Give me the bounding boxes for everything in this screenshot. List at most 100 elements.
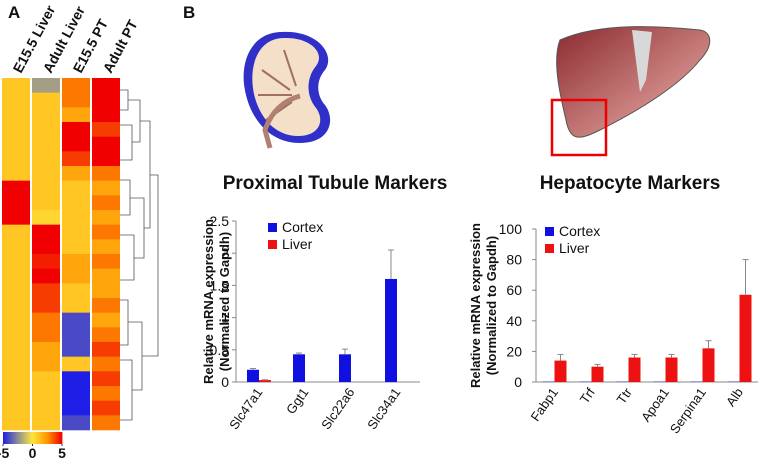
heatmap-cell bbox=[32, 107, 60, 123]
heatmap-cell bbox=[92, 298, 120, 313]
panel-label: A bbox=[8, 3, 20, 22]
colorbar-segment bbox=[57, 432, 60, 444]
heatmap-cell bbox=[92, 400, 120, 416]
y-axis-label: Relative mRNA expression(Normalized to G… bbox=[468, 223, 499, 388]
bar bbox=[591, 366, 604, 382]
heatmap-cell bbox=[32, 195, 60, 211]
heatmap-cell bbox=[2, 283, 30, 299]
heatmap-cell bbox=[62, 195, 90, 211]
heatmap-cell bbox=[62, 327, 90, 343]
x-tick-label: Ttr bbox=[614, 385, 636, 407]
colorbar-segment bbox=[53, 432, 56, 444]
y-tick-label: 1 bbox=[221, 310, 229, 326]
heatmap-cell bbox=[62, 356, 90, 372]
heatmap-cell bbox=[62, 254, 90, 269]
heatmap-cell bbox=[62, 92, 90, 108]
heatmap-cell bbox=[62, 342, 90, 357]
heatmap-cell bbox=[2, 342, 30, 357]
heatmap-cell bbox=[2, 166, 30, 181]
colorbar-segment bbox=[4, 432, 7, 444]
y-axis-label-line: (Normalized to Gapdh) bbox=[217, 232, 232, 371]
heatmap-cell bbox=[2, 415, 30, 431]
heatmap-cell bbox=[92, 122, 120, 137]
heatmap-cell bbox=[2, 268, 30, 284]
heatmap-cell bbox=[92, 254, 120, 269]
colorbar-segment bbox=[5, 432, 8, 444]
colorbar-segment bbox=[28, 432, 30, 444]
bar bbox=[339, 354, 351, 382]
heatmap-cell bbox=[2, 312, 30, 328]
heatmap-cell bbox=[92, 312, 120, 328]
colorbar-segment bbox=[22, 432, 25, 444]
bar bbox=[554, 360, 567, 382]
colorbar-segment bbox=[29, 432, 32, 444]
heatmap-cell bbox=[92, 327, 120, 343]
colorbar-segment bbox=[25, 432, 27, 444]
heatmap-cell bbox=[32, 122, 60, 137]
heatmap-cell bbox=[92, 92, 120, 108]
heatmap-cell bbox=[62, 371, 90, 387]
y-tick-label: 2.5 bbox=[210, 213, 230, 229]
heatmap-cell bbox=[32, 283, 60, 299]
x-tick-label: Serpina1 bbox=[667, 385, 709, 436]
heatmap-cell bbox=[92, 356, 120, 372]
heatmap-cell bbox=[92, 136, 120, 152]
heatmap-cell bbox=[32, 210, 60, 225]
x-tick-label: Ggt1 bbox=[283, 385, 311, 417]
y-axis-label-line: Relative mRNA expression bbox=[201, 219, 216, 384]
x-tick-label: Apoa1 bbox=[638, 385, 672, 424]
heatmap-cell bbox=[2, 195, 30, 211]
heatmap-cell bbox=[32, 224, 60, 240]
colorbar-segment bbox=[54, 432, 57, 444]
heatmap-cell bbox=[2, 92, 30, 108]
y-tick-label: 40 bbox=[506, 313, 522, 329]
colorbar-label: -5 bbox=[0, 445, 9, 461]
heatmap-cell bbox=[32, 151, 60, 167]
x-tick-label: Slc34a1 bbox=[364, 385, 403, 432]
heatmap-cell bbox=[92, 342, 120, 357]
heatmap-cell bbox=[62, 415, 90, 431]
colorbar-segment bbox=[44, 432, 47, 444]
colorbar-label: 0 bbox=[29, 445, 37, 461]
heatmap-cell bbox=[2, 136, 30, 152]
heatmap-cell bbox=[32, 386, 60, 401]
x-tick-label: Trf bbox=[577, 385, 598, 407]
legend-label: Cortex bbox=[282, 219, 323, 235]
heatmap-cell bbox=[92, 415, 120, 431]
bar bbox=[665, 357, 678, 382]
heatmap-cell bbox=[62, 166, 90, 181]
heatmap-cell bbox=[92, 268, 120, 284]
heatmap-cell bbox=[2, 180, 30, 196]
heatmap-cell bbox=[2, 107, 30, 123]
x-tick-label: Slc22a6 bbox=[318, 385, 357, 432]
panel-label: B bbox=[183, 3, 195, 22]
colorbar-segment bbox=[10, 432, 13, 444]
heatmap-cell bbox=[62, 386, 90, 401]
heatmap-cell bbox=[62, 268, 90, 284]
colorbar-segment bbox=[8, 432, 11, 444]
colorbar-segment bbox=[3, 432, 5, 444]
bar bbox=[293, 354, 305, 382]
legend-label: Liver bbox=[282, 236, 313, 252]
colorbar-segment bbox=[16, 432, 19, 444]
heatmap-cell bbox=[2, 78, 30, 93]
heatmap-cell bbox=[32, 342, 60, 357]
heatmap-cell bbox=[62, 298, 90, 313]
colorbar-segment bbox=[23, 432, 26, 444]
heatmap-cell bbox=[32, 268, 60, 284]
y-tick-label: 0 bbox=[221, 374, 229, 390]
heatmap-cell bbox=[92, 224, 120, 240]
heatmap-cell bbox=[92, 195, 120, 211]
y-axis-label: Relative mRNA expression(Normalized to G… bbox=[201, 219, 232, 384]
heatmap-cell bbox=[32, 239, 60, 255]
colorbar-segment bbox=[36, 432, 39, 444]
y-tick-label: 0 bbox=[514, 374, 522, 390]
legend-swatch bbox=[268, 223, 277, 232]
heatmap-cell bbox=[2, 356, 30, 372]
colorbar-segment bbox=[13, 432, 16, 444]
colorbar-segment bbox=[39, 432, 42, 444]
heatmap-cell bbox=[32, 166, 60, 181]
colorbar-segment bbox=[48, 432, 51, 444]
heatmap-cell bbox=[2, 122, 30, 137]
heatmap-cell bbox=[32, 78, 60, 93]
